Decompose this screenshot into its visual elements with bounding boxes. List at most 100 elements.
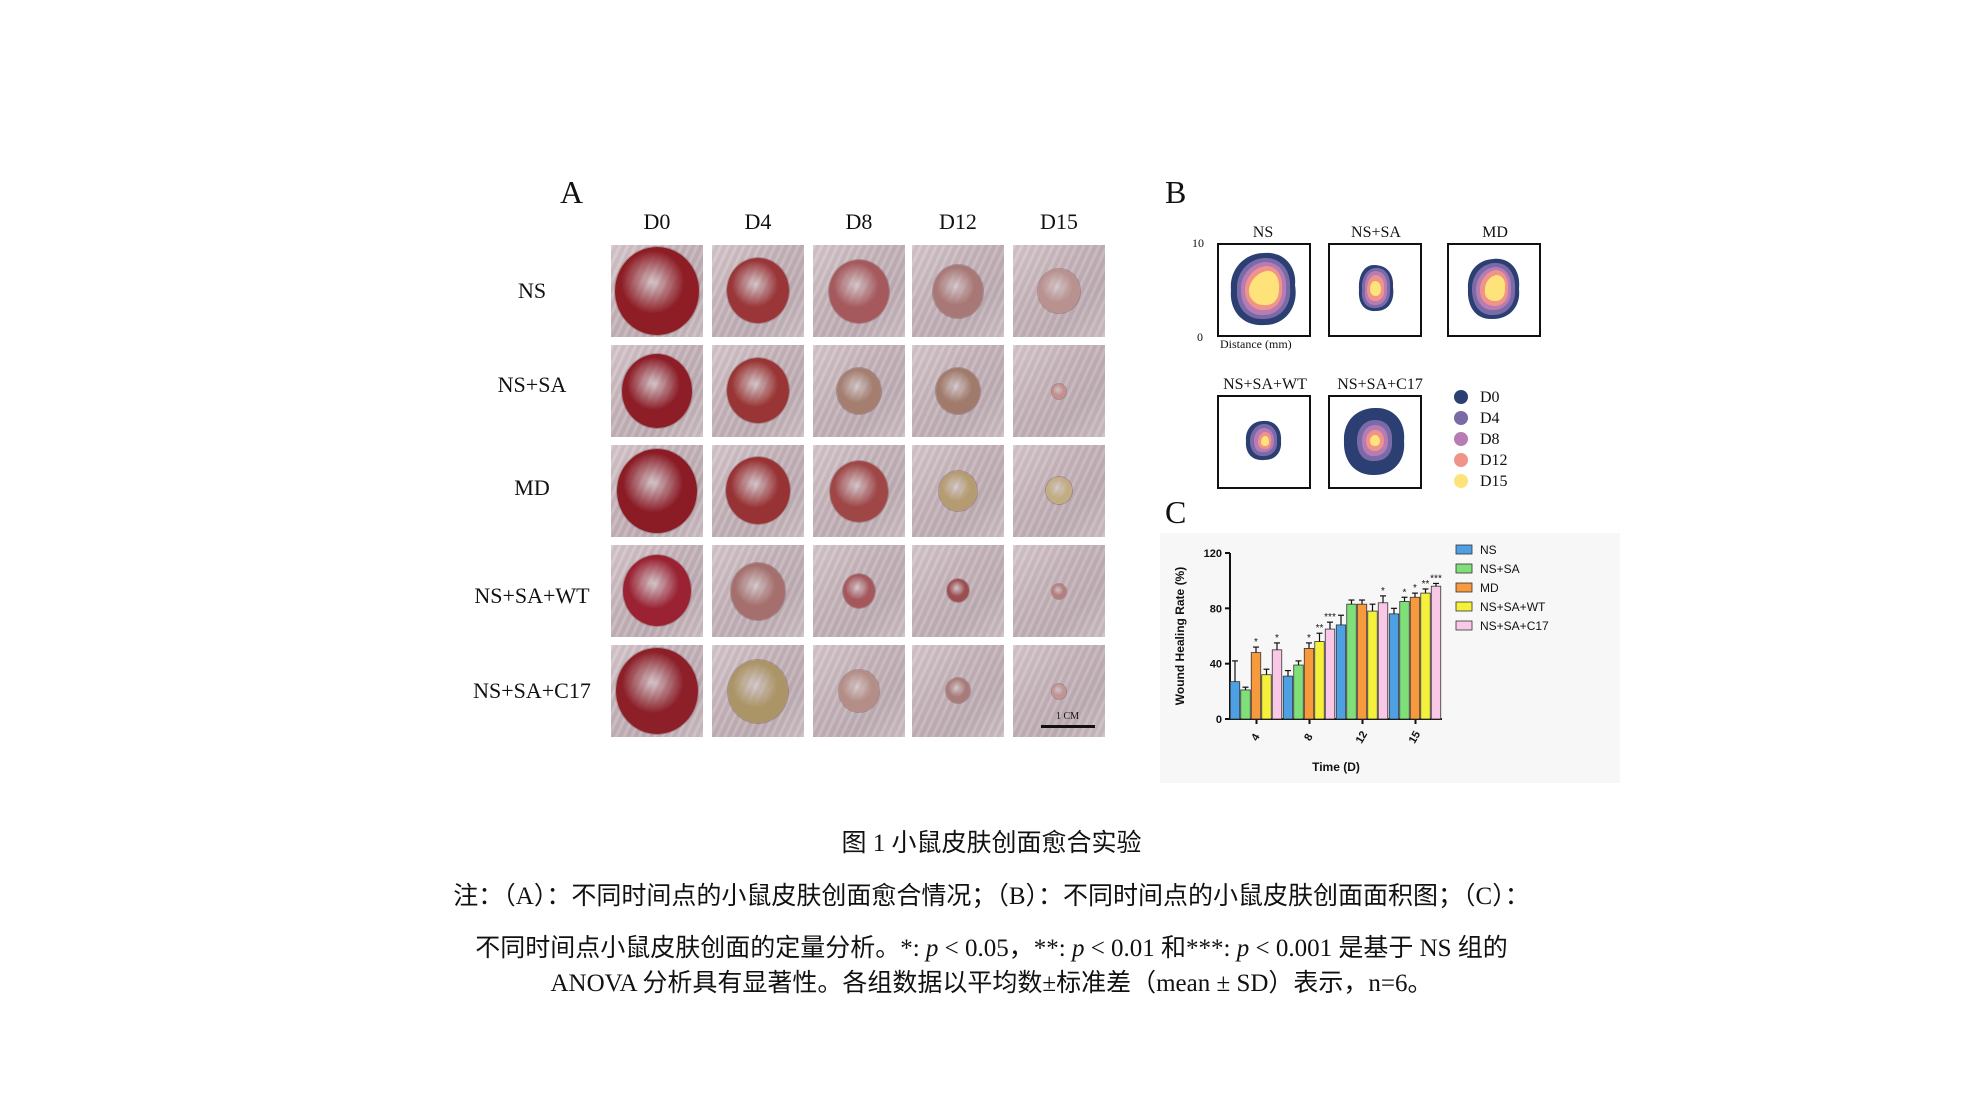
legend-swatch-d4	[1454, 411, 1468, 425]
wound-area	[947, 579, 969, 602]
legend-label: NS+SA	[1480, 562, 1520, 576]
legend-swatch-d8	[1454, 432, 1468, 446]
panel-a-letter: A	[560, 174, 584, 210]
legend-label-d4: D4	[1480, 410, 1500, 427]
wound-photo	[1013, 245, 1105, 337]
column-header-d0: D0	[643, 209, 671, 234]
wound-photo	[813, 345, 905, 437]
wound-photo	[712, 645, 804, 737]
bar	[1229, 681, 1241, 720]
legend-swatch-d12	[1454, 453, 1468, 467]
row-label-ns-sa-c17: NS+SA+C17	[473, 678, 591, 703]
wound-photo	[712, 545, 804, 637]
column-header-d12: D12	[939, 209, 977, 234]
bar	[1335, 624, 1347, 720]
wound-area	[830, 461, 888, 522]
wound-area	[622, 354, 692, 428]
contour-x-label: Distance (mm)	[1220, 337, 1292, 351]
legend-label-d15: D15	[1480, 473, 1508, 490]
contour-plot-md	[1447, 243, 1541, 337]
legend-label: NS	[1480, 543, 1497, 557]
wound-photo	[611, 245, 703, 337]
contour-title-ns-sa: NS+SA	[1351, 224, 1401, 241]
significance-marker: *	[1403, 587, 1407, 598]
wound-photo	[912, 645, 1004, 737]
bar	[1261, 674, 1272, 720]
note-text: < 0.01 和***:	[1084, 935, 1237, 962]
significance-marker: *	[1307, 633, 1311, 644]
panel-b-letter: B	[1165, 174, 1187, 210]
y-tick-label: 120	[1204, 548, 1222, 560]
wound-area	[933, 265, 983, 318]
figure-note-line-2: 不同时间点小鼠皮肤创面的定量分析。*: p < 0.05，**: p < 0.0…	[0, 934, 1983, 964]
wound-photo	[1013, 545, 1105, 637]
row-label-ns-sa-wt: NS+SA+WT	[474, 583, 590, 608]
wound-area	[1052, 384, 1066, 399]
contour-title-ns-sa-c17: NS+SA+C17	[1337, 376, 1423, 393]
wound-photo	[611, 445, 703, 537]
x-tick-label: 8	[1302, 732, 1315, 743]
wound-photo	[1013, 345, 1105, 437]
bar	[1282, 675, 1294, 720]
wound-area	[616, 648, 698, 734]
significance-marker: ***	[1324, 612, 1336, 623]
wound-area	[617, 449, 697, 533]
wound-area	[728, 660, 788, 723]
wound-photo	[1013, 645, 1105, 737]
bar	[1399, 601, 1410, 720]
wound-area	[727, 358, 789, 423]
wound-photo	[1013, 445, 1105, 537]
legend-swatch	[1455, 582, 1473, 593]
bar	[1271, 649, 1283, 720]
figure-title: 图 1 小鼠皮肤创面愈合实验	[841, 830, 1142, 857]
significance-marker: **	[1316, 623, 1324, 634]
contour-plot-ns-sa-c17	[1328, 395, 1422, 489]
contour-y-top-label: 10	[1192, 236, 1204, 250]
contour-y-bottom-label: 0	[1197, 330, 1203, 344]
contour-title-md: MD	[1482, 224, 1508, 241]
figure-note-line-3: ANOVA 分析具有显著性。各组数据以平均数±标准差（mean ± SD）表示，…	[550, 970, 1433, 997]
y-axis-label: Wound Healing Rate (%)	[1173, 567, 1187, 705]
wound-photo	[611, 545, 703, 637]
bar	[1420, 592, 1431, 720]
wound-area	[623, 555, 691, 626]
p-symbol: p	[1236, 935, 1250, 962]
wound-photo	[912, 445, 1004, 537]
row-label-md: MD	[514, 475, 550, 500]
legend-swatch-d0	[1454, 390, 1468, 404]
bar	[1367, 610, 1378, 720]
wound-photo	[813, 245, 905, 337]
wound-area	[1052, 684, 1066, 699]
legend-swatch	[1455, 544, 1473, 555]
y-tick-label: 40	[1210, 659, 1222, 671]
figure-note-line-1: 注：（A）：不同时间点的小鼠皮肤创面愈合情况；（B）：不同时间点的小鼠皮肤创面面…	[453, 883, 1530, 910]
panel-c-letter: C	[1165, 494, 1187, 530]
wound-photo	[611, 345, 703, 437]
contour-plot-ns-sa	[1328, 243, 1422, 337]
wound-area	[843, 574, 875, 608]
wound-area	[731, 563, 785, 620]
contour-d15	[1370, 435, 1380, 446]
significance-marker: *	[1275, 633, 1279, 644]
wound-photo	[712, 445, 804, 537]
x-tick-label: 15	[1407, 729, 1424, 746]
legend-swatch-d15	[1454, 474, 1468, 488]
wound-area	[1052, 584, 1066, 599]
scale-bar	[1041, 725, 1095, 728]
wound-photo	[813, 445, 905, 537]
bar	[1293, 664, 1304, 720]
wound-photo	[611, 645, 703, 737]
wound-photo	[712, 345, 804, 437]
column-header-d15: D15	[1040, 209, 1078, 234]
column-header-d8: D8	[845, 209, 873, 234]
legend-label-d0: D0	[1480, 389, 1500, 406]
bar	[1240, 689, 1251, 720]
bar	[1250, 652, 1262, 720]
legend-label: MD	[1480, 581, 1499, 595]
legend-swatch	[1455, 563, 1473, 574]
wound-area	[1038, 269, 1080, 313]
legend-swatch	[1455, 601, 1473, 612]
bar	[1409, 596, 1421, 720]
significance-marker: *	[1413, 583, 1417, 594]
